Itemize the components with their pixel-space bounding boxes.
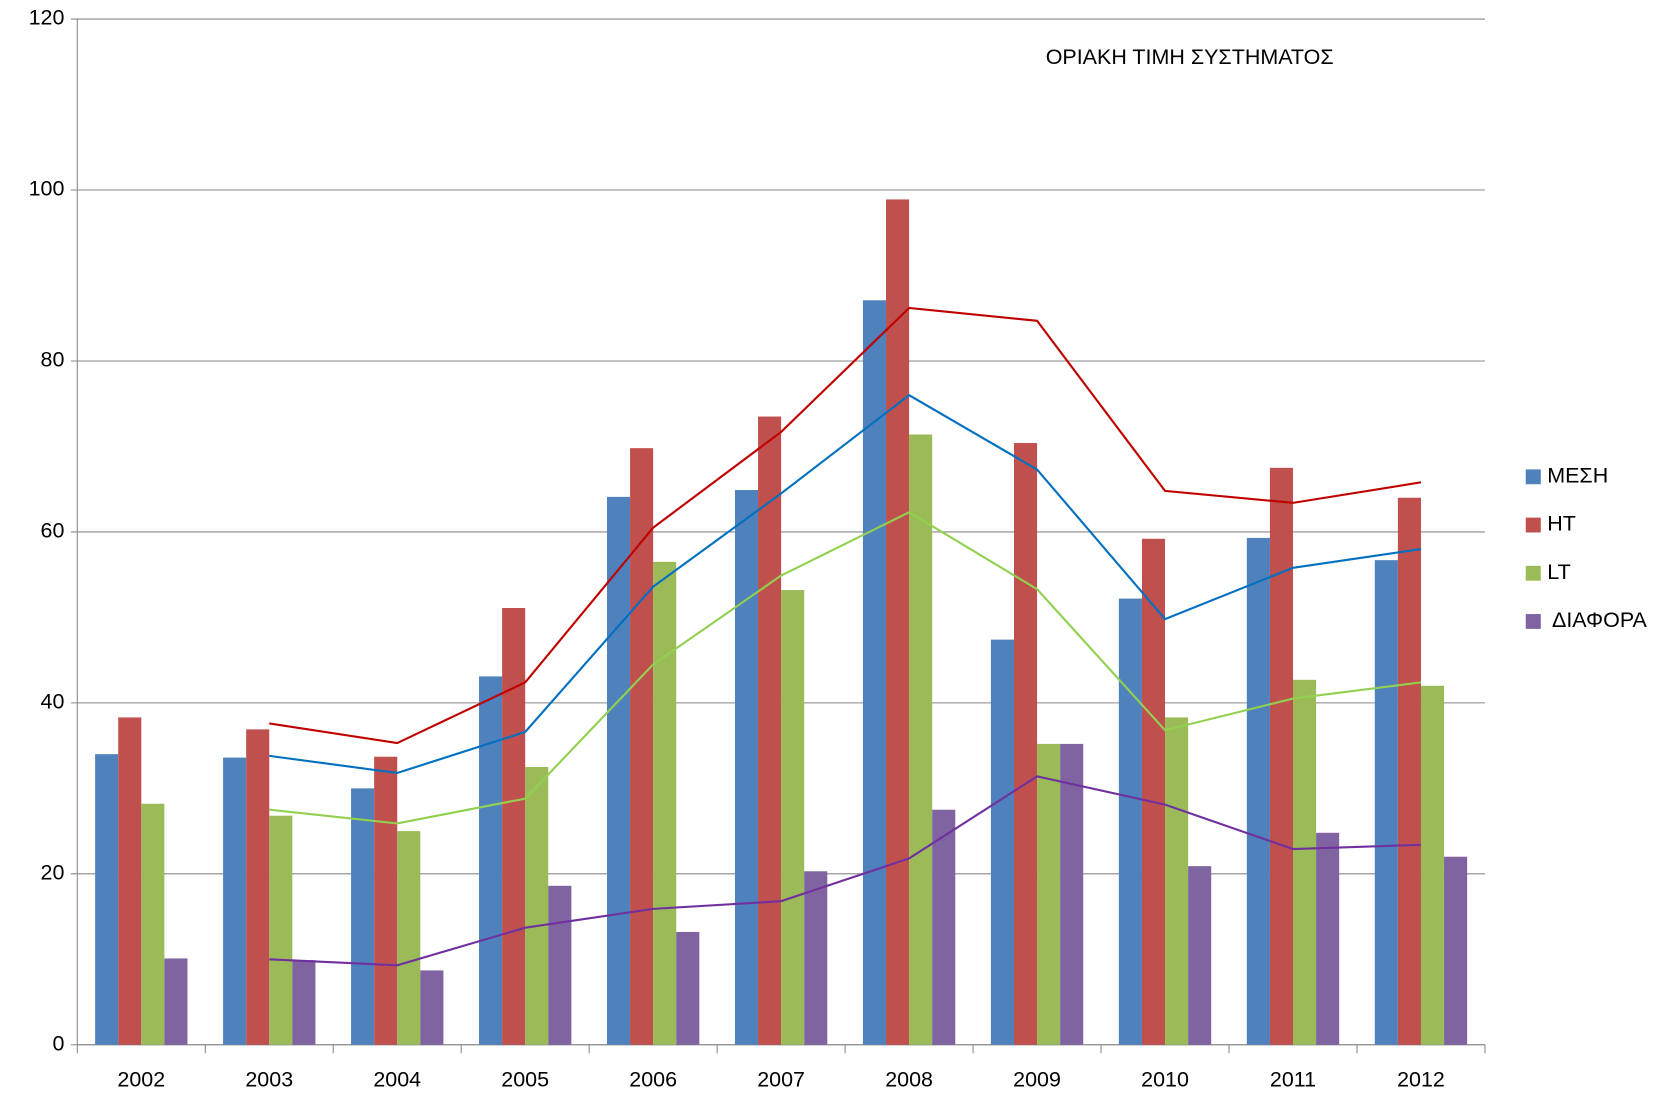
bar xyxy=(1316,832,1340,1045)
bar xyxy=(1246,537,1270,1045)
bar xyxy=(1374,560,1398,1045)
bar xyxy=(164,958,188,1045)
legend-swatch xyxy=(1525,565,1541,581)
bar xyxy=(1037,743,1061,1045)
x-tick-label: 2010 xyxy=(1141,1068,1189,1092)
bar xyxy=(653,561,677,1045)
bar xyxy=(374,756,398,1045)
bar xyxy=(1141,538,1166,1045)
bar xyxy=(1397,497,1421,1045)
bar xyxy=(676,931,700,1045)
legend-label: ΔΙΑΦΟΡΑ xyxy=(1547,608,1647,632)
chart-title: ΟΡΙΑΚΗ ΤΙΜΗ ΣΥΣΤΗΜΑΤΟΣ xyxy=(1046,45,1334,69)
bar xyxy=(781,590,805,1045)
bar xyxy=(1060,743,1084,1045)
y-tick-label: 40 xyxy=(41,690,65,714)
trend-line xyxy=(269,511,1422,825)
bar xyxy=(886,199,910,1045)
bar xyxy=(990,639,1014,1045)
bar xyxy=(223,757,247,1045)
legend-label: LT xyxy=(1547,560,1570,584)
x-tick-label: 2005 xyxy=(501,1068,549,1092)
y-tick-label: 120 xyxy=(29,6,65,30)
y-tick-label: 20 xyxy=(41,861,65,885)
x-tick-label: 2011 xyxy=(1270,1068,1316,1092)
bar xyxy=(397,831,421,1045)
bar xyxy=(292,960,316,1045)
legend-label: ΜΕΣΗ xyxy=(1547,464,1608,488)
trend-line xyxy=(269,775,1422,967)
x-tick-label: 2007 xyxy=(757,1068,805,1092)
bar xyxy=(909,434,933,1045)
x-tick-label: 2008 xyxy=(885,1068,933,1092)
legend-swatch xyxy=(1525,517,1541,533)
bar xyxy=(630,448,654,1045)
bar xyxy=(1269,467,1294,1045)
bar xyxy=(479,676,503,1045)
y-tick-label: 100 xyxy=(29,177,65,201)
x-tick-label: 2004 xyxy=(373,1068,421,1092)
bar xyxy=(804,871,828,1045)
x-tick-label: 2009 xyxy=(1013,1068,1061,1092)
x-tick-label: 2006 xyxy=(629,1068,677,1092)
bar xyxy=(1420,685,1445,1045)
bar xyxy=(932,809,956,1045)
trend-line xyxy=(269,393,1422,775)
legend-label: HT xyxy=(1547,512,1576,536)
bar xyxy=(1013,443,1038,1045)
bar xyxy=(1444,856,1468,1045)
bar xyxy=(1188,866,1212,1045)
bar xyxy=(1118,598,1142,1045)
trend-line xyxy=(269,306,1422,745)
bar xyxy=(525,766,549,1045)
x-tick-label: 2012 xyxy=(1397,1068,1445,1092)
y-tick-label: 0 xyxy=(52,1032,64,1056)
bar xyxy=(420,970,444,1045)
x-tick-label: 2002 xyxy=(117,1068,165,1092)
bar xyxy=(1165,717,1189,1045)
bar xyxy=(1293,679,1317,1045)
y-tick-label: 80 xyxy=(41,348,65,372)
bar xyxy=(118,717,142,1045)
bar xyxy=(502,608,526,1045)
bar xyxy=(246,729,270,1045)
bar xyxy=(548,885,572,1045)
bar xyxy=(862,300,887,1045)
bar xyxy=(141,803,165,1045)
bar xyxy=(351,788,375,1045)
x-tick-label: 2003 xyxy=(245,1068,293,1092)
bar xyxy=(95,754,119,1045)
bar xyxy=(734,490,759,1045)
legend-swatch xyxy=(1525,614,1541,629)
bar xyxy=(758,416,782,1045)
legend-swatch xyxy=(1525,469,1541,485)
bar xyxy=(269,815,293,1045)
y-tick-label: 60 xyxy=(41,519,65,543)
